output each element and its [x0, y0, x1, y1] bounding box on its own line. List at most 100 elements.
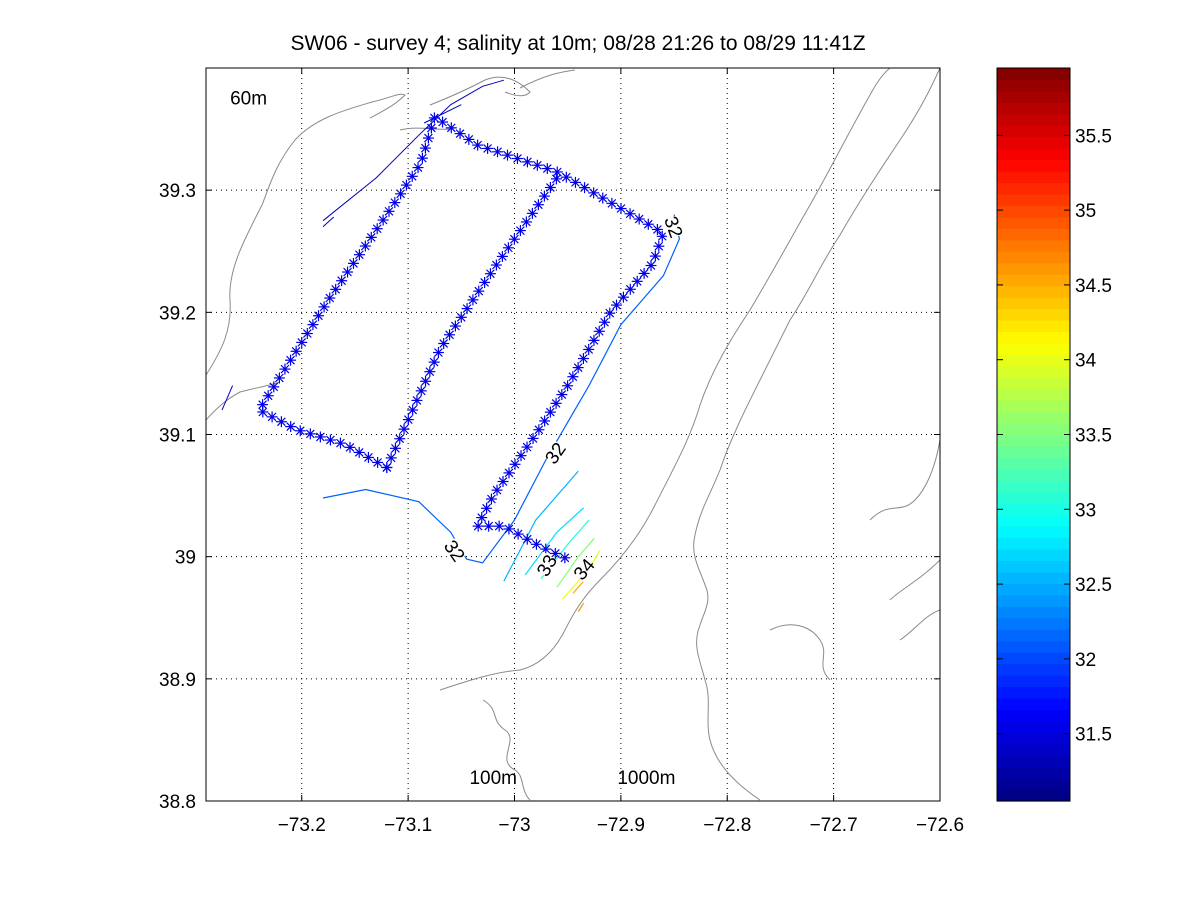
track-point-marker [562, 380, 574, 392]
track-point-marker [606, 197, 618, 209]
colorbar-band [997, 549, 1070, 562]
colorbar-band [997, 720, 1070, 733]
track-point-marker [359, 240, 371, 252]
track-point-marker [502, 149, 514, 161]
track-point-marker [334, 437, 346, 449]
track-point-marker [290, 345, 302, 357]
colorbar-gradient [997, 68, 1070, 802]
track-point-marker [617, 291, 629, 303]
colorbar-band [997, 755, 1070, 768]
isobath-100m [399, 68, 891, 801]
colorbar-band [997, 216, 1070, 229]
depth-annotation: 60m [230, 89, 267, 110]
track-point-marker [324, 434, 336, 446]
track-point-marker [485, 493, 497, 505]
salinity-contour-line [556, 537, 595, 588]
colorbar-band [997, 663, 1070, 676]
colorbar-band [997, 709, 1070, 722]
isobath-60m [206, 76, 531, 421]
track-point-marker [314, 431, 326, 443]
track-point-marker [385, 452, 397, 464]
track-point-marker [503, 523, 515, 535]
track-point-marker [301, 328, 313, 340]
colorbar-band [997, 68, 1070, 81]
x-tick-label: −72.7 [810, 815, 858, 836]
track-point-marker [419, 142, 431, 154]
colorbar-band [997, 388, 1070, 401]
track-point-marker [398, 423, 410, 435]
colorbar-band [997, 308, 1070, 321]
colorbar-band [997, 136, 1070, 149]
track-point-marker [583, 343, 595, 355]
track-point-marker [455, 311, 467, 323]
track-point-marker [422, 132, 434, 144]
colorbar-band [997, 193, 1070, 207]
x-axis: −73.2 −73.1 −73 −72.9 −72.8 −72.7 −72.6 [278, 68, 964, 836]
track-point-marker [313, 310, 325, 322]
track-point-marker [490, 259, 502, 271]
track-point-marker [649, 250, 661, 262]
track-point-marker [491, 484, 503, 496]
track-point-marker [424, 366, 436, 378]
track-point-marker [512, 528, 524, 540]
depth-annotation: 1000m [617, 768, 675, 789]
track-point-marker [344, 441, 356, 453]
y-tick-label: 39.2 [159, 303, 196, 324]
colorbar-band [997, 285, 1070, 298]
track-point-marker [521, 156, 533, 168]
track-point-marker [588, 334, 600, 346]
y-tick-label: 38.9 [159, 670, 196, 691]
salinity-contour-line [577, 602, 585, 612]
track-point-marker [520, 216, 532, 228]
track-point-marker [593, 325, 605, 337]
track-point-marker [420, 375, 432, 387]
survey-track [257, 112, 668, 564]
track-point-marker [395, 188, 407, 200]
track-point-marker [567, 371, 579, 383]
track-point-marker [400, 179, 412, 191]
colorbar-band [997, 423, 1070, 436]
track-point-marker [645, 260, 657, 272]
track-point-marker [539, 415, 551, 427]
x-tick-label: −72.6 [916, 815, 964, 836]
x-tick-label: −72.9 [597, 815, 645, 836]
plot-background [206, 68, 940, 801]
track-point-marker [588, 187, 600, 199]
track-point-marker [624, 208, 636, 220]
colorbar-band [997, 354, 1070, 367]
x-tick-label: −73.2 [278, 815, 326, 836]
colorbar-band [997, 159, 1070, 172]
y-tick-label: 39.1 [159, 426, 196, 447]
colorbar-band [997, 503, 1070, 516]
track-point-marker [569, 176, 581, 188]
track-point-marker [266, 411, 278, 423]
colorbar-band [997, 778, 1070, 791]
track-point-marker [428, 112, 440, 124]
colorbar-band [997, 365, 1070, 378]
colorbar-band [997, 171, 1070, 184]
track-point-marker [381, 461, 393, 473]
colorbar-band [997, 205, 1070, 218]
track-point-marker [638, 267, 650, 279]
colorbar-tick-label: 35 [1075, 201, 1096, 222]
colorbar-band [997, 434, 1070, 447]
colorbar-ticks: 31.5 32 32.5 33 33.5 34 34.5 35 35.5 [997, 126, 1112, 746]
track-point-marker [559, 552, 571, 564]
track-point-marker [502, 242, 514, 254]
track-point-marker [262, 390, 274, 402]
bathymetry-contours [206, 68, 940, 801]
track-point-marker [362, 451, 374, 463]
track-point-marker [467, 294, 479, 306]
track-point-marker [604, 307, 616, 319]
colorbar-tick-label: 33.5 [1075, 426, 1112, 447]
colorbar-band [997, 743, 1070, 756]
isobath-1000m [693, 68, 940, 801]
track-point-marker [432, 347, 444, 359]
y-tick-label: 38.8 [159, 792, 196, 813]
colorbar-band [997, 629, 1070, 642]
colorbar-band [997, 274, 1070, 287]
colorbar-tick-label: 35.5 [1075, 126, 1112, 147]
track-point-marker [560, 171, 572, 183]
track-point-marker [444, 329, 456, 341]
track-point-marker [425, 122, 437, 134]
